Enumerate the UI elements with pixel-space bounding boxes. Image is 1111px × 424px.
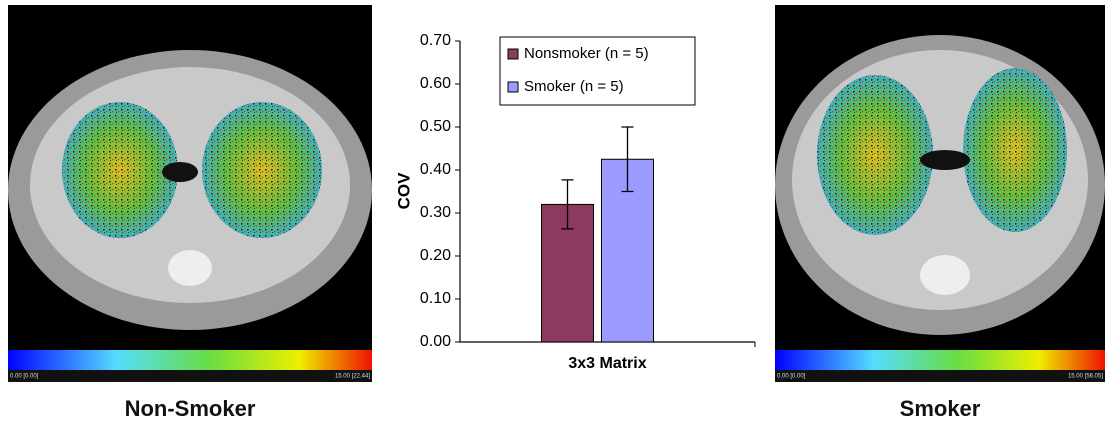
caption: Non-Smoker <box>125 396 256 421</box>
legend-label: Smoker (n = 5) <box>524 78 624 95</box>
y-axis-label: COV <box>394 172 413 210</box>
y-tick-label: 0.30 <box>420 204 451 221</box>
figure: 0.00 [0.00] 15.00 [22.44] Non-Smoker 0.0… <box>0 0 1111 424</box>
y-tick-label: 0.20 <box>420 247 451 264</box>
caption: Smoker <box>900 396 981 421</box>
x-tick-label: 3x3 Matrix <box>568 355 646 372</box>
y-tick-label: 0.70 <box>420 32 451 49</box>
scale-max: 15.00 [56.05] <box>1068 374 1103 380</box>
legend-label: Nonsmoker (n = 5) <box>524 45 649 62</box>
y-tick-label: 0.50 <box>420 118 451 135</box>
scale-min: 0.00 [0.00] <box>10 374 39 380</box>
y-tick-label: 0.00 <box>420 333 451 350</box>
scale-min: 0.00 [0.00] <box>777 374 806 380</box>
bar-chart: COV 0.00 0.10 0.20 0.30 0.40 0.50 0.60 0.70 3x3 … <box>394 32 755 372</box>
ct-image-left: 0.00 [0.00] 15.00 [22.44] <box>8 5 372 382</box>
legend-swatch <box>508 49 518 59</box>
y-tick-label: 0.40 <box>420 161 451 178</box>
y-tick-label: 0.10 <box>420 290 451 307</box>
ct-image-right: 0.00 [0.00] 15.00 [56.05] <box>775 5 1105 382</box>
legend-swatch <box>508 82 518 92</box>
y-tick-label: 0.60 <box>420 75 451 92</box>
scale-max: 15.00 [22.44] <box>335 374 370 380</box>
